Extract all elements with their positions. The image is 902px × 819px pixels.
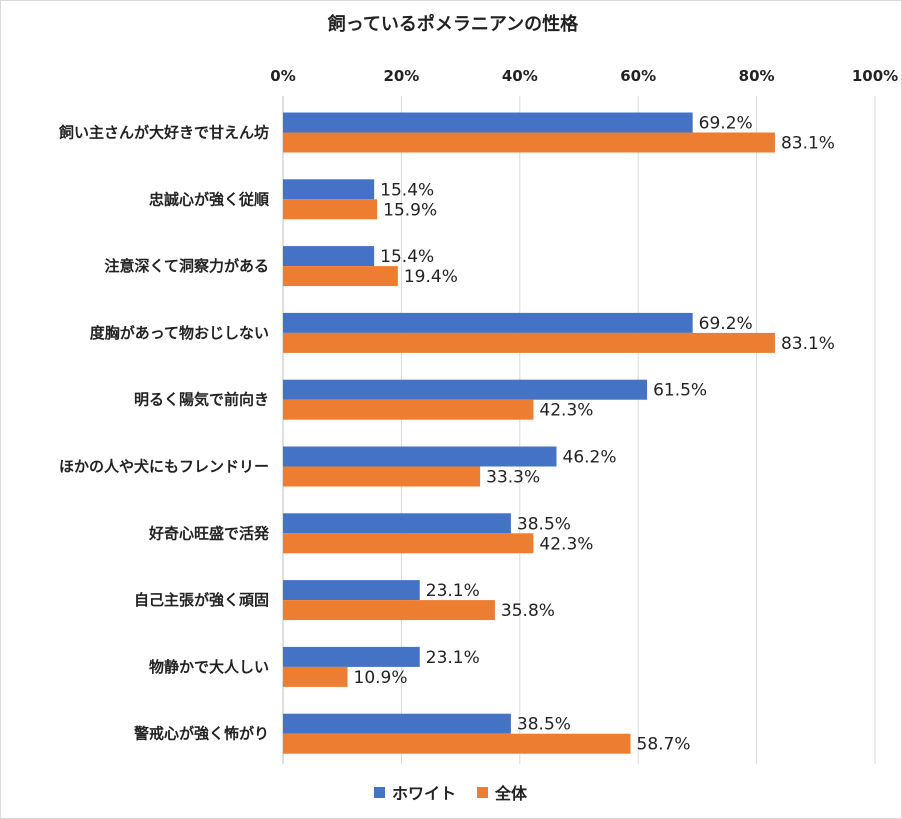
legend-swatch-overall [477,787,488,798]
data-label-white: 46.2% [563,448,617,468]
bars [283,112,775,754]
data-label-overall: 83.1% [781,334,835,354]
x-axis-ticks: 0% 20% 40% 60% 80% 100% [270,67,898,85]
data-label-white: 23.1% [426,648,480,668]
bar-white [283,379,648,400]
legend-label-overall: 全体 [494,784,528,803]
data-label-overall: 10.9% [354,668,408,688]
bar-overall [283,666,348,687]
category-labels: 飼い主さんが大好きで甘えん坊忠誠心が強く従順注意深くて洞察力がある度胸があって物… [58,124,270,743]
x-tick-label: 100% [852,67,898,85]
category-label: 好奇心旺盛で活発 [148,524,270,542]
data-label-overall: 19.4% [404,267,458,287]
bar-white [283,646,420,667]
bar-white [283,713,511,734]
bar-overall [283,533,534,554]
category-label: 明るく陽気で前向き [134,391,269,409]
category-label: 自己主張が強く頑固 [134,591,269,609]
data-label-overall: 83.1% [781,134,835,154]
x-tick-label: 60% [620,67,656,85]
data-label-white: 15.4% [380,247,434,267]
category-label: 飼い主さんが大好きで甘えん坊 [58,124,269,142]
bar-overall [283,266,398,287]
category-label: 忠誠心が強く従順 [149,190,270,208]
data-label-overall: 33.3% [486,468,540,488]
bar-overall [283,600,495,621]
data-label-white: 61.5% [653,381,707,401]
bar-white [283,312,693,333]
legend-swatch-white [374,787,385,798]
data-label-white: 15.4% [380,180,434,200]
legend-label-white: ホワイト [392,784,456,803]
data-label-overall: 58.7% [637,735,691,755]
x-tick-label: 0% [270,67,295,85]
data-label-white: 38.5% [517,715,571,735]
data-label-overall: 42.3% [539,401,593,421]
x-tick-label: 40% [502,67,538,85]
bar-white [283,446,557,467]
bar-overall [283,199,378,220]
legend: ホワイト 全体 [374,784,528,803]
x-tick-label: 20% [383,67,419,85]
data-label-overall: 15.9% [383,200,437,220]
bar-white [283,580,420,601]
data-label-white: 69.2% [699,314,753,334]
bar-white [283,246,375,267]
bar-overall [283,332,775,353]
bar-white [283,179,375,200]
category-label: 注意深くて洞察力がある [104,257,269,275]
data-label-white: 38.5% [517,514,571,534]
bar-overall [283,399,534,420]
bar-white [283,513,511,534]
bar-white [283,112,693,133]
data-label-white: 69.2% [699,114,753,134]
bar-overall [283,132,775,153]
category-label: 物静かで大人しい [149,658,269,676]
x-tick-label: 80% [739,67,775,85]
category-label: 警戒心が強く怖がり [133,725,269,743]
bar-overall [283,733,631,754]
data-labels: 69.2% 15.4% 15.4% 69.2% 61.5% 46.2% 38.5% 23.1%… [354,114,835,755]
data-label-overall: 42.3% [539,534,593,554]
bar-overall [283,466,481,487]
data-label-white: 23.1% [426,581,480,601]
category-label: 度胸があって物おじしない [90,324,269,342]
category-label: ほかの人や犬にもフレンドリー [59,458,269,476]
data-label-overall: 35.8% [501,601,555,621]
chart-title: 飼っているポメラニアンの性格 [327,13,579,35]
